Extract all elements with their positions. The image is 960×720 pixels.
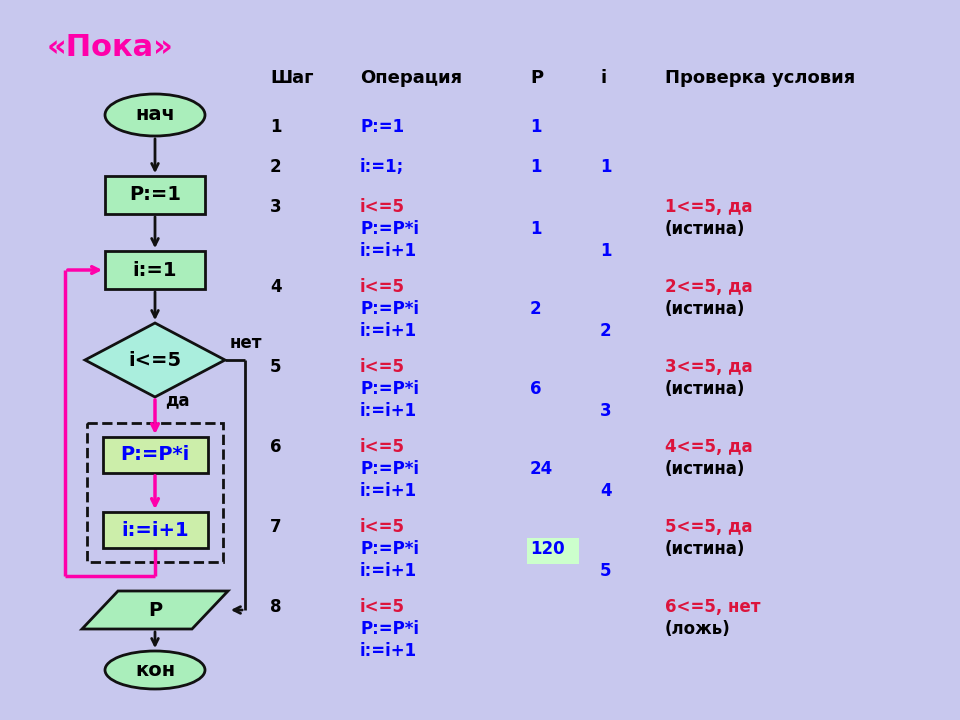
Text: Операция: Операция [360,69,462,87]
Text: P: P [530,69,543,87]
Text: 3<=5, да: 3<=5, да [665,358,753,376]
Text: 1: 1 [530,220,541,238]
Text: i<=5: i<=5 [129,351,181,369]
Text: P:=P*i: P:=P*i [120,446,190,464]
Text: 6: 6 [530,380,541,398]
Text: 5: 5 [600,562,612,580]
Text: P:=P*i: P:=P*i [360,620,419,638]
Text: (истина): (истина) [665,300,745,318]
Text: i<=5: i<=5 [360,598,405,616]
Text: 3: 3 [600,402,612,420]
Text: 1: 1 [600,158,612,176]
Ellipse shape [105,651,205,689]
Text: 1<=5, да: 1<=5, да [665,198,753,216]
Text: 1: 1 [600,242,612,260]
Text: (истина): (истина) [665,380,745,398]
Text: P:=1: P:=1 [129,186,181,204]
Text: 2: 2 [270,158,281,176]
Text: P:=P*i: P:=P*i [360,380,419,398]
Text: i<=5: i<=5 [360,278,405,296]
Text: i:=1;: i:=1; [360,158,404,176]
Text: да: да [165,391,189,409]
Text: 24: 24 [530,460,553,478]
Text: Шаг: Шаг [270,69,314,87]
Text: i:=i+1: i:=i+1 [360,402,418,420]
Text: 2: 2 [600,322,612,340]
Text: 1: 1 [270,118,281,136]
Text: i:=i+1: i:=i+1 [121,521,189,539]
Text: 7: 7 [270,518,281,536]
Text: i<=5: i<=5 [360,358,405,376]
Text: i:=i+1: i:=i+1 [360,322,418,340]
Text: «Пока»: «Пока» [47,34,174,63]
Text: 4: 4 [600,482,612,500]
Text: i<=5: i<=5 [360,198,405,216]
Text: P:=P*i: P:=P*i [360,460,419,478]
Text: (истина): (истина) [665,460,745,478]
Ellipse shape [105,94,205,136]
Text: 4: 4 [270,278,281,296]
Text: (истина): (истина) [665,540,745,558]
Text: i:=i+1: i:=i+1 [360,642,418,660]
Text: нач: нач [135,106,175,125]
FancyBboxPatch shape [527,538,579,564]
Text: 2: 2 [530,300,541,318]
Text: 5: 5 [270,358,281,376]
FancyBboxPatch shape [103,437,207,473]
Text: 120: 120 [530,540,564,558]
FancyBboxPatch shape [105,251,205,289]
Text: нет: нет [230,334,262,352]
Text: P: P [148,600,162,619]
Text: i:=i+1: i:=i+1 [360,562,418,580]
Text: i: i [600,69,606,87]
Polygon shape [82,591,228,629]
FancyBboxPatch shape [105,176,205,214]
Text: 4<=5, да: 4<=5, да [665,438,753,456]
Text: i:=i+1: i:=i+1 [360,482,418,500]
Text: 8: 8 [270,598,281,616]
Text: 6: 6 [270,438,281,456]
Text: P:=P*i: P:=P*i [360,300,419,318]
FancyBboxPatch shape [103,512,207,548]
Text: P:=P*i: P:=P*i [360,540,419,558]
Text: кон: кон [135,660,175,680]
Text: 3: 3 [270,198,281,216]
Text: i:=i+1: i:=i+1 [360,242,418,260]
Text: (истина): (истина) [665,220,745,238]
Text: i:=1: i:=1 [132,261,178,279]
Text: 2<=5, да: 2<=5, да [665,278,753,296]
Polygon shape [85,323,225,397]
Text: 5<=5, да: 5<=5, да [665,518,753,536]
Text: i<=5: i<=5 [360,438,405,456]
Text: 6<=5, нет: 6<=5, нет [665,598,760,616]
Text: P:=P*i: P:=P*i [360,220,419,238]
Text: P:=1: P:=1 [360,118,404,136]
Text: 1: 1 [530,158,541,176]
Text: (ложь): (ложь) [665,620,731,638]
Text: i<=5: i<=5 [360,518,405,536]
Text: Проверка условия: Проверка условия [665,69,855,87]
Text: 1: 1 [530,118,541,136]
